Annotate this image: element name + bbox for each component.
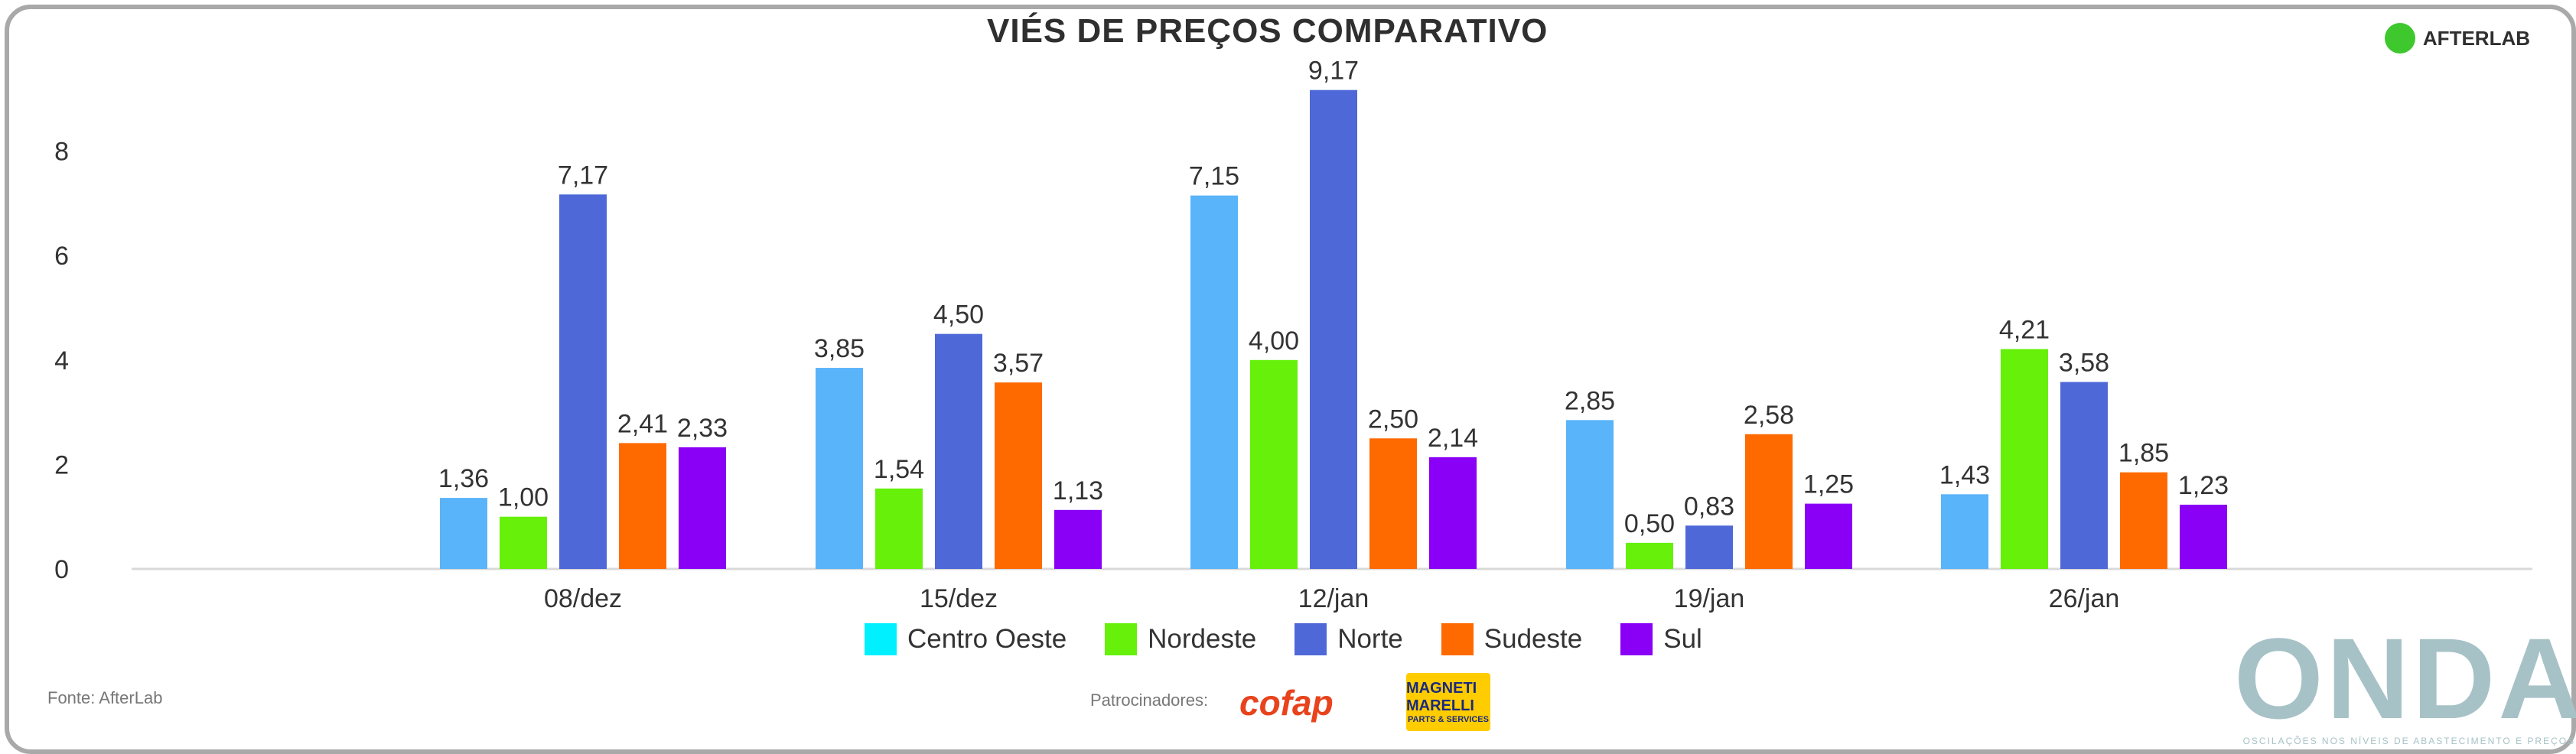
legend-label: Sudeste [1483, 624, 1583, 654]
data-label: 2,41 [617, 409, 668, 438]
y-tick-label: 8 [54, 138, 69, 167]
bar-sudeste [995, 382, 1042, 569]
brand-logo-icon [2384, 23, 2415, 54]
bar-sudeste [2120, 472, 2167, 569]
data-label: 4,00 [1249, 327, 1299, 356]
legend-item: Nordeste [1105, 623, 1256, 655]
bar-sul [1054, 509, 1102, 569]
bar-sul [679, 447, 726, 569]
bar-norte [1310, 89, 1357, 569]
data-label: 2,85 [1565, 386, 1615, 415]
bars [440, 89, 2227, 569]
legend-item: Centro Oeste [865, 623, 1067, 655]
data-label: 2,14 [1428, 424, 1478, 453]
data-labels: 1,36 1,00 7,17 2,41 2,33 3,85 1,54 4,50 3,57 1,13… [438, 57, 2229, 538]
category-label: 26/jan [2049, 584, 2120, 613]
chart-title: VIÉS DE PREÇOS COMPARATIVO [987, 12, 1549, 50]
data-label: 2,33 [677, 414, 728, 443]
data-label: 1,54 [874, 455, 924, 484]
data-label: 2,58 [1744, 401, 1794, 430]
data-label: 0,50 [1624, 509, 1675, 538]
data-label: 3,58 [2059, 348, 2109, 377]
bar-norte [935, 333, 982, 569]
y-axis-ticks: 0 2 4 6 8 [54, 138, 69, 584]
category-label: 08/dez [544, 584, 622, 613]
bar-nordeste [875, 488, 923, 569]
magneti-marelli-tagline: PARTS & SERVICES [1408, 715, 1489, 724]
data-label: 1,23 [2178, 471, 2229, 500]
data-label: 1,36 [438, 464, 489, 493]
legend-swatch [1441, 623, 1474, 655]
legend-label: Centro Oeste [907, 624, 1067, 654]
legend-label: Sul [1663, 624, 1702, 654]
bar-centro-oeste [1190, 195, 1238, 569]
category-label: 12/jan [1298, 584, 1369, 613]
brand-logo: AFTERLAB [2384, 23, 2530, 54]
legend-label: Norte [1337, 624, 1403, 654]
source-note: Fonte: AfterLab [47, 688, 163, 707]
bar-norte [1685, 525, 1733, 569]
data-label: 7,17 [558, 161, 608, 190]
cofap-logo: cofap [1239, 683, 1334, 723]
data-label: 9,17 [1308, 57, 1359, 86]
data-label: 1,85 [2118, 439, 2169, 468]
bar-centro-oeste [1941, 494, 1988, 569]
legend-label: Nordeste [1148, 624, 1257, 654]
onda-tagline: OSCILAÇÕES NOS NÍVEIS DE ABASTECIMENTO E… [2242, 736, 2576, 746]
onda-logo: ONDA OSCILAÇÕES NOS NÍVEIS DE ABASTECIME… [2234, 621, 2576, 746]
legend-swatch [1295, 623, 1327, 655]
data-label: 3,85 [814, 334, 865, 363]
sponsor-label: Patrocinadores: [1090, 691, 1209, 710]
category-label: 15/dez [920, 584, 998, 613]
brand-name: AFTERLAB [2422, 26, 2530, 50]
legend-swatch [1620, 623, 1653, 655]
data-label: 2,50 [1368, 405, 1418, 434]
bar-sul [1805, 503, 1852, 569]
data-label: 3,57 [993, 349, 1044, 378]
category-label: 19/jan [1674, 584, 1745, 613]
y-tick-label: 4 [54, 346, 69, 375]
bar-centro-oeste [440, 498, 487, 569]
bar-nordeste [1250, 359, 1298, 569]
y-tick-label: 0 [54, 555, 69, 584]
data-label: 1,00 [498, 483, 549, 512]
data-label: 0,83 [1684, 492, 1734, 521]
data-label: 1,43 [1939, 460, 1990, 489]
onda-wordmark: ONDA [2234, 614, 2576, 743]
data-label: 1,13 [1053, 476, 1103, 505]
category-labels: 08/dez 15/dez 12/jan 19/jan 26/jan [544, 584, 2119, 613]
bar-sudeste [1369, 438, 1417, 569]
bar-nordeste [1626, 542, 1673, 569]
bar-sul [2180, 504, 2227, 569]
legend-swatch [1105, 623, 1138, 655]
bar-nordeste [500, 516, 547, 569]
y-tick-label: 6 [54, 242, 69, 271]
legend: Centro Oeste Nordeste Norte Sudeste Sul [865, 623, 1702, 655]
bar-sul [1429, 457, 1477, 569]
data-label: 7,15 [1189, 162, 1239, 191]
bar-centro-oeste [1566, 420, 1614, 569]
bar-centro-oeste [816, 368, 863, 569]
magneti-marelli-name: MAGNETI MARELLI [1406, 680, 1477, 714]
data-label: 4,50 [933, 301, 984, 330]
y-tick-label: 2 [54, 450, 69, 479]
bar-nordeste [2001, 349, 2048, 569]
bar-sudeste [619, 443, 666, 569]
legend-item: Sudeste [1441, 623, 1582, 655]
bar-norte [2060, 382, 2108, 569]
bar-sudeste [1745, 434, 1793, 569]
legend-swatch [865, 623, 897, 655]
data-label: 1,25 [1803, 470, 1854, 499]
legend-item: Norte [1295, 623, 1403, 655]
bar-norte [559, 194, 607, 569]
magneti-marelli-logo: MAGNETI MARELLI PARTS & SERVICES [1406, 673, 1490, 731]
data-label: 4,21 [1999, 315, 2050, 344]
legend-item: Sul [1620, 623, 1702, 655]
